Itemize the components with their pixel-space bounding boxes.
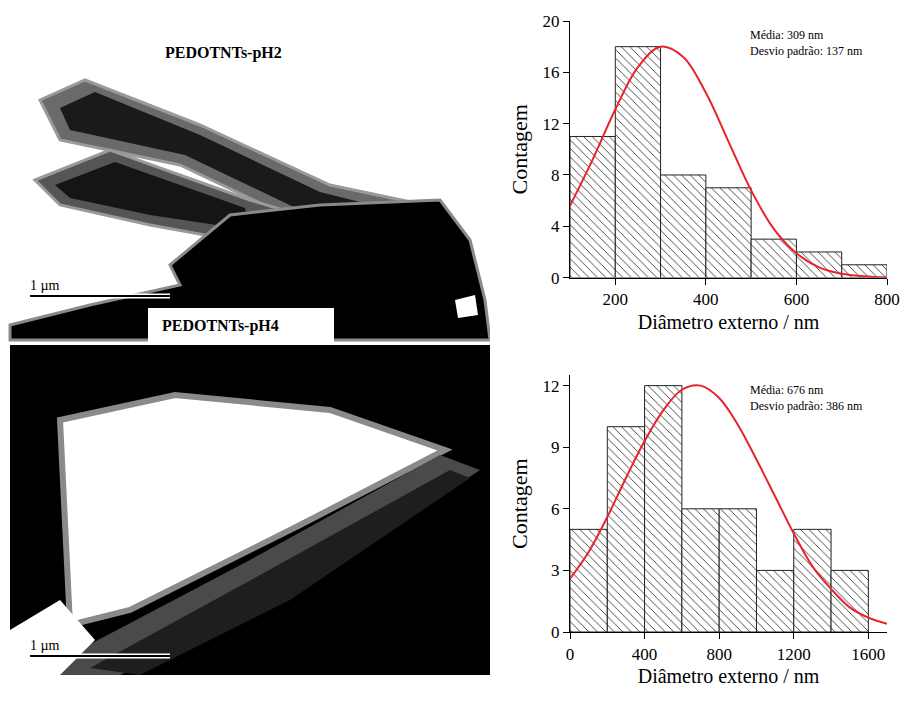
svg-text:400: 400 — [632, 645, 658, 664]
svg-text:0: 0 — [551, 623, 560, 642]
svg-text:6: 6 — [551, 500, 560, 519]
svg-text:600: 600 — [784, 290, 810, 309]
svg-text:400: 400 — [693, 290, 719, 309]
svg-text:8: 8 — [551, 166, 560, 185]
svg-text:Média: 309 nmDesvio padrão: 13: Média: 309 nmDesvio padrão: 137 nm — [750, 28, 863, 58]
svg-text:1 µm: 1 µm — [30, 638, 60, 653]
svg-text:0: 0 — [566, 645, 575, 664]
svg-text:200: 200 — [603, 290, 629, 309]
svg-text:Contagem: Contagem — [507, 104, 532, 194]
svg-text:PEDOTNTs-pH4: PEDOTNTs-pH4 — [162, 317, 279, 335]
svg-text:12: 12 — [542, 377, 559, 396]
svg-text:16: 16 — [542, 63, 559, 82]
svg-text:3: 3 — [551, 561, 560, 580]
svg-text:Diâmetro externo / nm: Diâmetro externo / nm — [638, 665, 820, 687]
svg-text:Contagem: Contagem — [507, 458, 532, 548]
svg-text:800: 800 — [706, 645, 732, 664]
svg-text:Média: 676 nmDesvio padrão: 38: Média: 676 nmDesvio padrão: 386 nm — [750, 383, 863, 413]
svg-text:1200: 1200 — [777, 645, 811, 664]
svg-text:800: 800 — [874, 290, 900, 309]
svg-text:9: 9 — [551, 438, 560, 457]
svg-text:1600: 1600 — [851, 645, 885, 664]
svg-text:4: 4 — [551, 217, 560, 236]
svg-text:12: 12 — [542, 115, 559, 134]
svg-text:Diâmetro externo / nm: Diâmetro externo / nm — [638, 311, 820, 333]
svg-text:PEDOTNTs-pH2: PEDOTNTs-pH2 — [165, 44, 282, 62]
svg-text:1 µm: 1 µm — [30, 278, 60, 293]
svg-text:0: 0 — [551, 269, 560, 288]
svg-text:20: 20 — [542, 12, 559, 31]
